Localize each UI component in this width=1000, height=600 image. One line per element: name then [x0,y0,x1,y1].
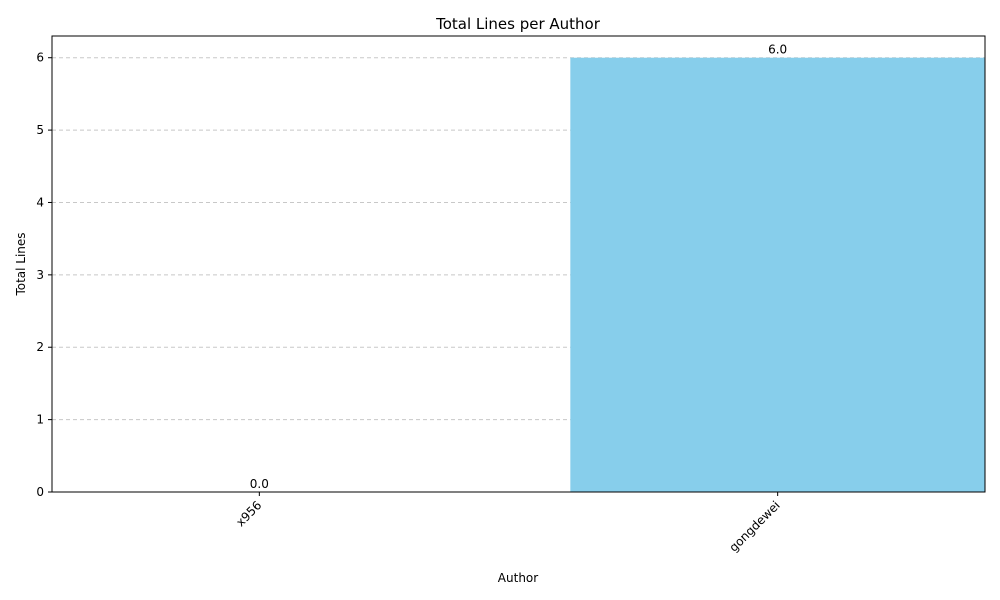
y-tick-label: 1 [36,413,44,427]
y-tick-label: 6 [36,51,44,65]
y-tick-label: 5 [36,123,44,137]
data-label-gongdewei: 6.0 [768,43,787,57]
y-axis-label: Total Lines [14,232,28,296]
plot-frame [51,35,986,493]
y-tick-label: 4 [36,195,44,209]
data-label-x956: 0.0 [250,477,269,491]
x-axis-label: Author [498,571,538,585]
chart-title: Total Lines per Author [435,15,601,33]
y-axis-ticks: 0 1 2 3 4 5 6 [36,51,52,499]
x-tick-label: x956 [233,498,264,529]
x-tick-label: gongdewei [726,498,782,554]
y-tick-label: 3 [36,268,44,282]
bar-gongdewei [570,57,985,492]
data-labels: 0.0 6.0 [250,43,787,491]
y-tick-label: 2 [36,340,44,354]
y-tick-label: 0 [36,485,44,499]
x-axis-ticks: x956 gongdewei [233,492,783,555]
bars [570,57,985,492]
